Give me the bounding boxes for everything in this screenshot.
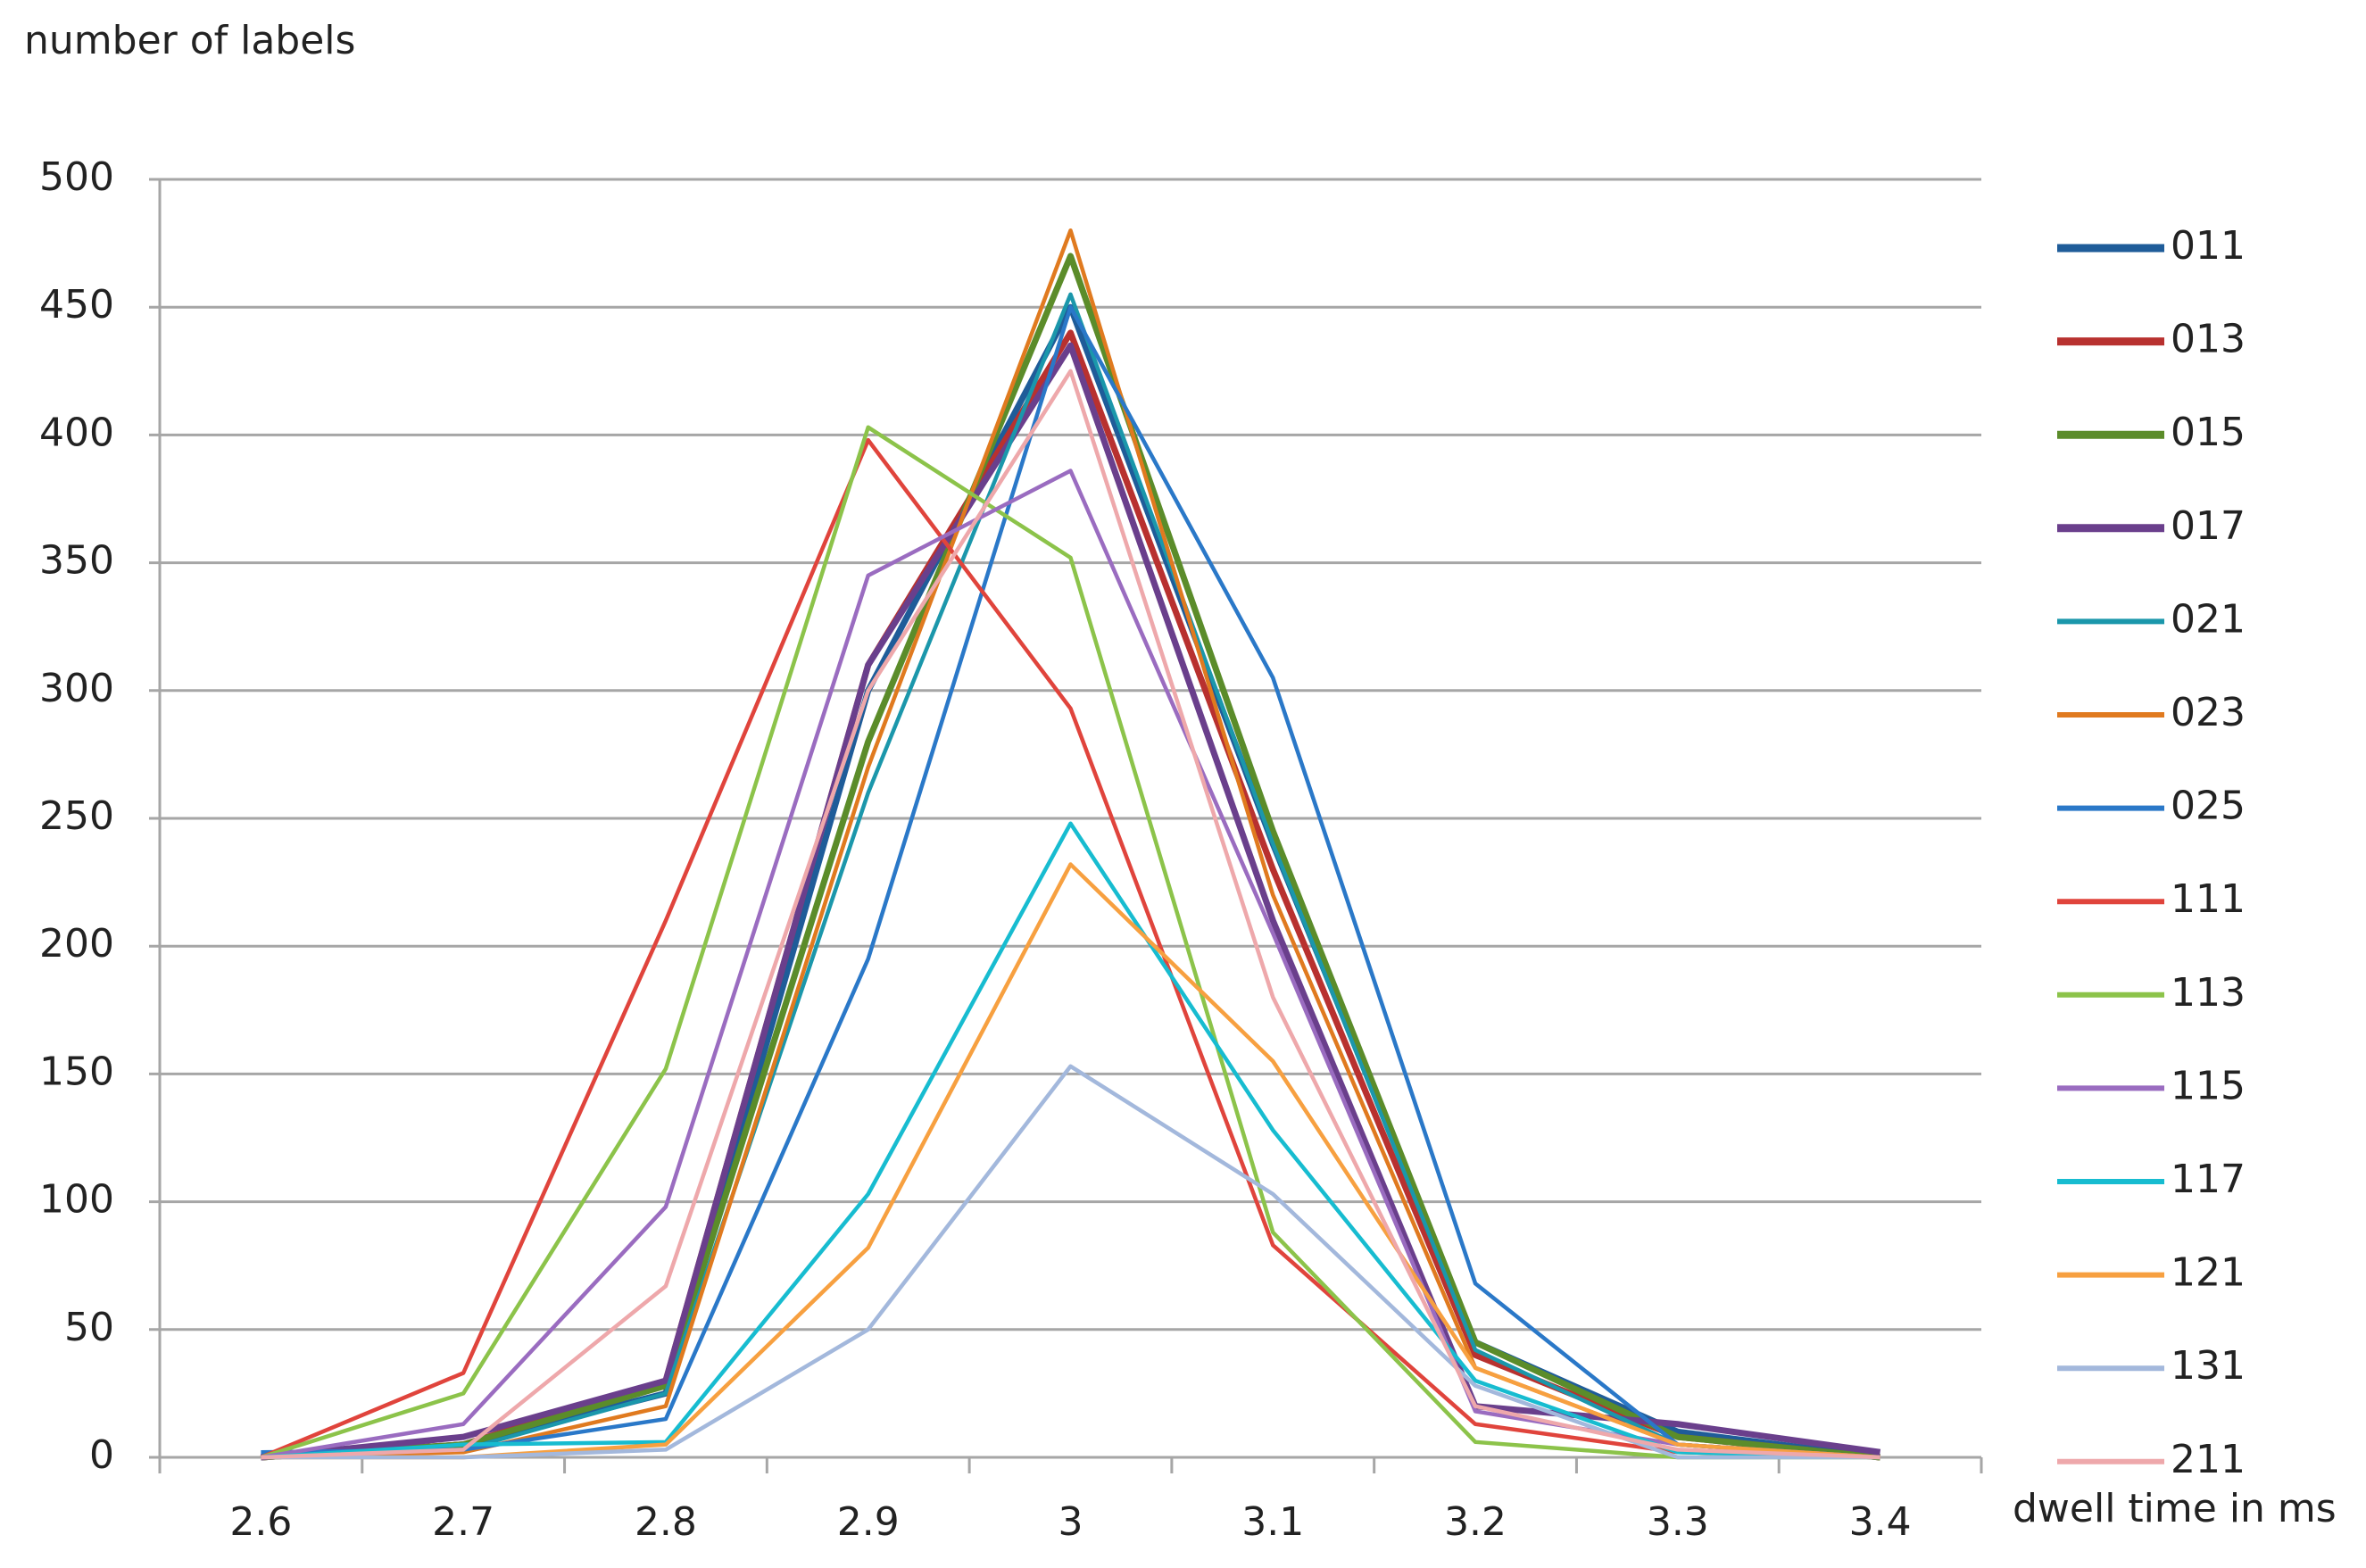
legend-label: 023 (2171, 690, 2246, 735)
series-line (261, 228, 1880, 1460)
series-line (261, 342, 1881, 1461)
y-tick-label: 0 (89, 1432, 114, 1478)
series-line (260, 425, 1880, 1460)
legend-label: 015 (2171, 410, 2246, 455)
series-line (261, 253, 1880, 1461)
series-line (261, 862, 1880, 1460)
x-tick-label: 3.4 (1849, 1499, 1912, 1545)
legend-label: 011 (2171, 223, 2246, 269)
y-tick-label: 350 (39, 538, 114, 584)
y-axis-title: number of labels (24, 18, 355, 63)
y-tick-label: 200 (39, 921, 114, 967)
legend-label: 013 (2171, 317, 2246, 362)
x-tick-label: 3.3 (1647, 1499, 1709, 1545)
x-axis-title: dwell time in ms (2013, 1486, 2337, 1531)
series-line (261, 369, 1880, 1460)
y-tick-label: 50 (64, 1305, 114, 1350)
x-tick-label: 2.8 (635, 1499, 697, 1545)
y-tick-label: 150 (39, 1049, 114, 1094)
x-tick-label: 2.9 (837, 1499, 900, 1545)
series-line (261, 329, 1880, 1461)
legend-label: 211 (2171, 1437, 2246, 1482)
x-tick-label: 3.1 (1241, 1499, 1304, 1545)
legend-label: 025 (2171, 784, 2246, 829)
legend-label: 117 (2171, 1157, 2246, 1202)
legend-label: 115 (2171, 1063, 2246, 1108)
legend-label: 121 (2171, 1250, 2246, 1296)
series-line (261, 469, 1880, 1460)
legend-label: 021 (2171, 596, 2246, 642)
y-tick-label: 250 (39, 793, 114, 839)
legend-label: 017 (2171, 503, 2246, 549)
y-tick-label: 300 (39, 666, 114, 711)
series-line (261, 1064, 1880, 1460)
series-line (261, 821, 1880, 1460)
y-tick-label: 400 (39, 410, 114, 455)
series-line (261, 304, 1880, 1460)
x-tick-label: 2.7 (432, 1499, 494, 1545)
x-tick-label: 3.2 (1444, 1499, 1507, 1545)
legend-label: 111 (2171, 876, 2246, 922)
legend-label: 131 (2171, 1343, 2246, 1389)
series-line (260, 437, 1880, 1460)
series-line (261, 292, 1880, 1460)
y-tick-label: 500 (39, 154, 114, 200)
y-tick-label: 450 (39, 282, 114, 328)
legend-label: 113 (2171, 970, 2246, 1016)
x-tick-label: 3 (1058, 1499, 1083, 1545)
y-tick-label: 100 (39, 1177, 114, 1223)
x-tick-label: 2.6 (229, 1499, 292, 1545)
